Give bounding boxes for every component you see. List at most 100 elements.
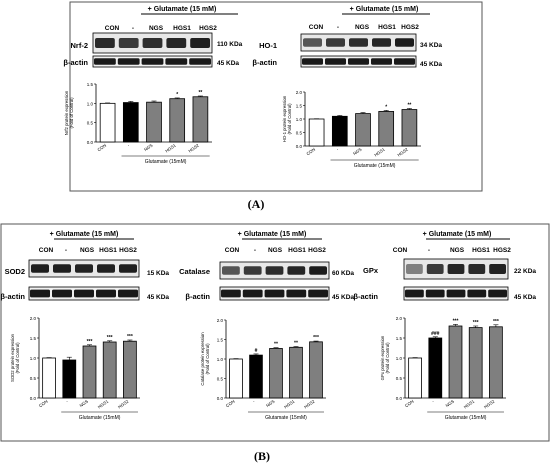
lane-label: NGS <box>149 25 164 32</box>
bar <box>355 113 371 147</box>
treatment-label: + Glutamate (15 mM) <box>238 231 307 238</box>
y-tick-label: 0.0 <box>296 144 303 149</box>
target-size-label: 110 KDa <box>217 41 243 48</box>
lane-label: NGS <box>268 247 283 254</box>
bar <box>269 348 283 399</box>
actin-band <box>30 289 50 298</box>
target-label: Nrf-2 <box>70 41 88 50</box>
lane-label: HGS1 <box>288 247 306 254</box>
actin-band <box>425 289 445 298</box>
bar-chart-sod2: 0.0 0.5 1.0 1.5 2.0 SOD2 protein expression (F… <box>10 316 140 421</box>
panel-catalase: + Glutamate (15 mM) CON - NGS HGS1 HGS2 Catala… <box>179 231 354 421</box>
target-band <box>166 38 187 48</box>
target-band <box>190 38 210 48</box>
significance-mark: *** <box>87 339 93 345</box>
actin-band <box>325 58 346 65</box>
treatment-label: + Glutamate (15 mM) <box>350 6 419 13</box>
x-tick-label: CON <box>96 143 107 153</box>
target-band <box>489 264 506 274</box>
actin-band <box>242 289 263 298</box>
target-label: HO-1 <box>259 41 277 50</box>
actin-label: β-actin <box>252 58 277 67</box>
lane-label: NGS <box>450 247 465 254</box>
x-tick-label: - <box>335 146 340 151</box>
bar <box>468 327 483 399</box>
significance-mark: *** <box>313 335 319 341</box>
bar <box>309 341 323 399</box>
bar <box>401 109 418 147</box>
treatment-label: + Glutamate (15 mM) <box>148 6 217 13</box>
y-tick-label: 2.0 <box>396 316 403 321</box>
x-tick-label: NGS <box>352 147 363 157</box>
y-tick-label: 1.5 <box>30 336 37 341</box>
y-axis-title: GPx protein expression <box>380 335 385 380</box>
actin-band <box>221 289 241 298</box>
target-band <box>303 38 322 47</box>
actin-band <box>286 289 307 298</box>
target-band <box>395 38 414 47</box>
lane-label: NGS <box>80 247 95 254</box>
x-tick-label: HGS2 <box>188 142 201 153</box>
actin-band <box>467 289 487 298</box>
target-band <box>349 38 368 47</box>
y-tick-label: 1.0 <box>30 356 37 361</box>
significance-mark: * <box>385 104 387 110</box>
target-label: Catalase <box>179 267 210 276</box>
bar <box>331 115 348 147</box>
y-axis-title: (Fold of Control) <box>15 342 20 374</box>
significance-mark: *** <box>127 334 133 340</box>
lane-label: - <box>254 247 256 254</box>
actin-band <box>96 289 116 298</box>
bar <box>289 346 303 399</box>
bar-chart-gpx: 0.0 0.5 1.0 1.5 2.0 GPx protein expression (Fo… <box>380 316 506 421</box>
y-axis-title: HO-1 protein expression <box>282 95 287 142</box>
y-tick-label: 1.0 <box>396 356 403 361</box>
y-tick-label: 0.0 <box>396 396 403 401</box>
x-axis-title: Glutamate (15mM) <box>79 415 121 421</box>
lane-label: - <box>337 24 339 31</box>
y-tick-label: 1.5 <box>87 82 94 87</box>
y-tick-label: 1.0 <box>217 357 224 362</box>
x-axis-title: Glutamate (15mM) <box>145 159 187 165</box>
panel-b-label: (B) <box>254 449 270 463</box>
actin-band <box>446 289 466 298</box>
target-label: SOD2 <box>5 267 25 276</box>
lane-label: HGS2 <box>401 24 419 31</box>
treatment-label: + Glutamate (15 mM) <box>50 231 119 238</box>
x-tick-label: HGS1 <box>164 142 177 153</box>
y-tick-label: 1.0 <box>296 117 303 122</box>
actin-label: β-actin <box>0 292 25 301</box>
target-size-label: 60 KDa <box>332 270 354 277</box>
target-band <box>406 264 423 274</box>
x-axis-title: Glutamate (15mM) <box>354 163 396 169</box>
actin-band <box>118 289 138 298</box>
lane-label: HGS2 <box>308 247 326 254</box>
lane-label: CON <box>225 247 240 254</box>
y-axis-title: (Fold of Control) <box>69 97 74 129</box>
bar <box>448 325 463 399</box>
target-size-label: 22 KDa <box>514 268 536 275</box>
bar <box>146 101 162 143</box>
x-tick-label: - <box>252 398 257 403</box>
actin-band <box>117 58 140 65</box>
panel-ho1: + Glutamate (15 mM) CON - NGS HGS1 HGS2 HO-1 34… <box>252 6 442 169</box>
bar <box>99 102 116 143</box>
target-band <box>372 38 391 47</box>
target-band <box>31 264 49 273</box>
target-band <box>119 264 137 273</box>
bar <box>408 357 422 399</box>
x-tick-label: NGS <box>79 399 90 409</box>
target-band <box>118 38 139 48</box>
significance-mark: ** <box>407 102 411 108</box>
lane-label: CON <box>393 247 408 254</box>
significance-mark: *** <box>453 318 459 324</box>
actin-band <box>308 289 328 298</box>
x-tick-label: HGS2 <box>117 398 130 409</box>
actin-band <box>141 58 164 65</box>
y-axis-title: (Fold of Control) <box>385 342 390 374</box>
significance-mark: ** <box>198 90 202 96</box>
y-tick-label: 0.5 <box>87 121 94 126</box>
target-band <box>447 264 465 274</box>
